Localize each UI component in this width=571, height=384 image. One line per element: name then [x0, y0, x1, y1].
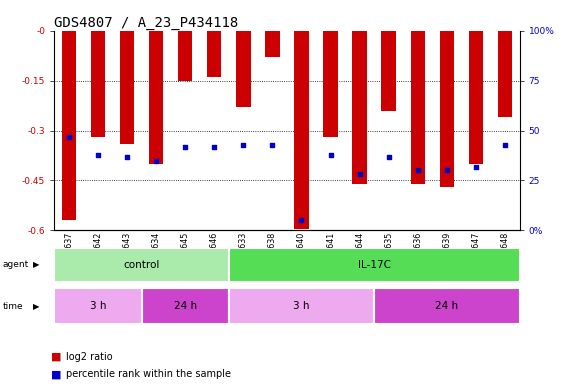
Bar: [62, 31, 76, 220]
Bar: [469, 31, 483, 164]
Point: [122, 154, 131, 160]
Text: ■: ■: [51, 352, 62, 362]
Point: [413, 167, 423, 174]
Point: [326, 151, 335, 157]
Point: [472, 164, 481, 170]
Text: IL-17C: IL-17C: [357, 260, 391, 270]
Text: GDS4807 / A_23_P434118: GDS4807 / A_23_P434118: [54, 16, 239, 30]
Text: ■: ■: [51, 369, 62, 379]
Point: [443, 167, 452, 174]
Point: [268, 141, 277, 147]
Text: log2 ratio: log2 ratio: [66, 352, 112, 362]
Text: ▶: ▶: [33, 260, 39, 270]
Point: [384, 154, 393, 160]
Bar: [374, 288, 520, 324]
Bar: [229, 288, 374, 324]
Text: 3 h: 3 h: [293, 301, 309, 311]
Bar: [54, 288, 142, 324]
Bar: [91, 31, 105, 137]
Bar: [149, 31, 163, 164]
Bar: [236, 31, 251, 107]
Point: [355, 171, 364, 177]
Text: control: control: [123, 260, 160, 270]
Point: [64, 134, 73, 140]
Text: ▶: ▶: [33, 302, 39, 311]
Text: 3 h: 3 h: [90, 301, 106, 311]
Point: [151, 157, 160, 164]
Point: [93, 151, 102, 157]
Point: [297, 217, 306, 223]
Point: [239, 141, 248, 147]
Bar: [381, 31, 396, 111]
Bar: [229, 248, 520, 282]
Point: [180, 144, 190, 150]
Bar: [411, 31, 425, 184]
Bar: [352, 31, 367, 184]
Text: percentile rank within the sample: percentile rank within the sample: [66, 369, 231, 379]
Bar: [294, 31, 309, 229]
Bar: [207, 31, 222, 77]
Text: time: time: [3, 302, 23, 311]
Text: agent: agent: [3, 260, 29, 270]
Bar: [142, 288, 229, 324]
Point: [210, 144, 219, 150]
Bar: [323, 31, 338, 137]
Point: [501, 141, 510, 147]
Bar: [265, 31, 280, 57]
Bar: [440, 31, 454, 187]
Bar: [120, 31, 134, 144]
Bar: [498, 31, 512, 117]
Text: 24 h: 24 h: [174, 301, 196, 311]
Bar: [178, 31, 192, 81]
Text: 24 h: 24 h: [435, 301, 459, 311]
Bar: [54, 248, 229, 282]
